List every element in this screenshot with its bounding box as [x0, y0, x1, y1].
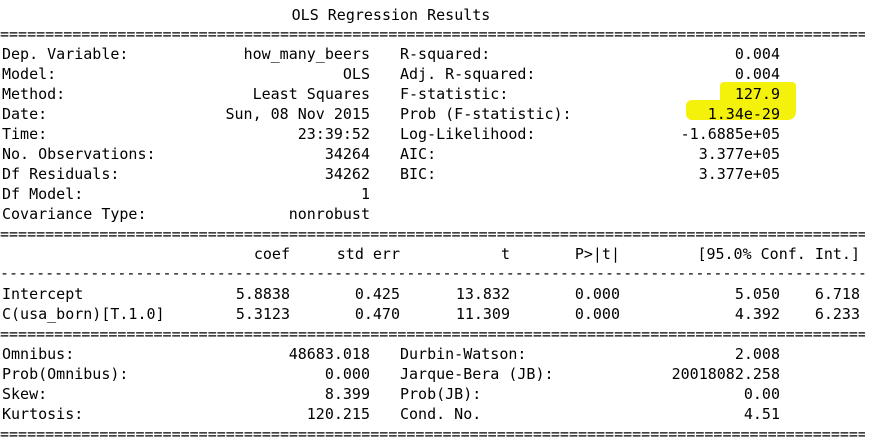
coef-header-std-err: std err: [336, 245, 400, 263]
coef-row-ci-low: 5.050: [734, 285, 780, 303]
diag-label-kurtosis: Kurtosis:: [2, 405, 84, 423]
coef-row-ci-high: 6.718: [814, 285, 860, 303]
coef-header-conf-int: [95.0% Conf. Int.]: [697, 245, 860, 263]
summary-label-covariance-type: Covariance Type:: [2, 205, 147, 223]
coef-row-name: C(usa_born)[T.1.0]: [2, 305, 165, 323]
summary-label-time: Time:: [2, 125, 48, 143]
summary-value-bic: 3.377e+05: [698, 165, 780, 183]
double-rule-bottom: ========================================…: [0, 428, 865, 440]
diag-value-prob-omnibus: 0.000: [324, 365, 370, 383]
diag-label-omnibus: Omnibus:: [2, 345, 75, 363]
page-title: OLS Regression Results: [291, 6, 491, 24]
summary-label-bic: BIC:: [400, 165, 437, 183]
summary-label-method: Method:: [2, 85, 66, 103]
coef-row-t: 13.832: [455, 285, 510, 303]
summary-value-log-likelihood: -1.6885e+05: [680, 125, 780, 143]
summary-value-dep-variable: how_many_beers: [243, 45, 370, 63]
summary-value-prob-f-statistic: 1.34e-29: [707, 105, 780, 123]
summary-value-model: OLS: [342, 65, 370, 83]
summary-label-aic: AIC:: [400, 145, 437, 163]
summary-value-r-squared: 0.004: [734, 45, 780, 63]
summary-label-no-observations: No. Observations:: [2, 145, 156, 163]
diag-value-omnibus: 48683.018: [288, 345, 370, 363]
coef-row-t: 11.309: [455, 305, 510, 323]
summary-label-log-likelihood: Log-Likelihood:: [400, 125, 536, 143]
diag-label-skew: Skew:: [2, 385, 48, 403]
diag-label-jarque-bera: Jarque-Bera (JB):: [400, 365, 554, 383]
summary-value-date: Sun, 08 Nov 2015: [225, 105, 371, 123]
coef-row-p: 0.000: [574, 285, 620, 303]
coef-row-name: Intercept: [2, 285, 84, 303]
coef-row-std-err: 0.425: [354, 285, 400, 303]
summary-label-f-statistic: F-statistic:: [400, 85, 509, 103]
summary-value-method: Least Squares: [252, 85, 370, 103]
coef-header-t: t: [500, 245, 510, 263]
coef-row-ci-high: 6.233: [814, 305, 860, 323]
highlight-prob-f-statistic: [686, 100, 796, 120]
summary-label-r-squared: R-squared:: [400, 45, 491, 63]
dashed-rule: ----------------------------------------…: [0, 267, 865, 279]
summary-value-df-model: 1: [360, 185, 370, 203]
diag-value-jarque-bera: 20018082.258: [671, 365, 780, 383]
coef-header-coef: coef: [253, 245, 290, 263]
diag-label-durbin-watson: Durbin-Watson:: [400, 345, 527, 363]
double-rule-top: ========================================…: [0, 28, 865, 40]
double-rule-lower: ========================================…: [0, 328, 865, 340]
summary-value-aic: 3.377e+05: [698, 145, 780, 163]
diag-value-cond-no: 4.51: [743, 405, 780, 423]
summary-value-df-residuals: 34262: [324, 165, 370, 183]
summary-value-time: 23:39:52: [297, 125, 370, 143]
diag-value-skew: 8.399: [324, 385, 370, 403]
double-rule-mid: ========================================…: [0, 228, 865, 240]
summary-label-adj-r-squared: Adj. R-squared:: [400, 65, 536, 83]
coef-row-coef: 5.3123: [235, 305, 290, 323]
coef-row-std-err: 0.470: [354, 305, 400, 323]
coef-header-p: P>|t|: [574, 245, 620, 263]
summary-value-f-statistic: 127.9: [734, 85, 780, 103]
summary-label-model: Model:: [2, 65, 57, 83]
diag-label-cond-no: Cond. No.: [400, 405, 482, 423]
summary-label-df-model: Df Model:: [2, 185, 84, 203]
diag-label-prob-omnibus: Prob(Omnibus):: [2, 365, 129, 383]
diag-value-kurtosis: 120.215: [306, 405, 370, 423]
summary-value-covariance-type: nonrobust: [288, 205, 370, 223]
diag-label-prob-jb: Prob(JB):: [400, 385, 482, 403]
coef-row-p: 0.000: [574, 305, 620, 323]
summary-label-df-residuals: Df Residuals:: [2, 165, 120, 183]
summary-label-date: Date:: [2, 105, 48, 123]
diag-value-prob-jb: 0.00: [743, 385, 780, 403]
summary-label-prob-f-statistic: Prob (F-statistic):: [400, 105, 572, 123]
summary-value-no-observations: 34264: [324, 145, 370, 163]
summary-label-dep-variable: Dep. Variable:: [2, 45, 129, 63]
coef-row-ci-low: 4.392: [734, 305, 780, 323]
coef-row-coef: 5.8838: [235, 285, 290, 303]
diag-value-durbin-watson: 2.008: [734, 345, 780, 363]
summary-value-adj-r-squared: 0.004: [734, 65, 780, 83]
